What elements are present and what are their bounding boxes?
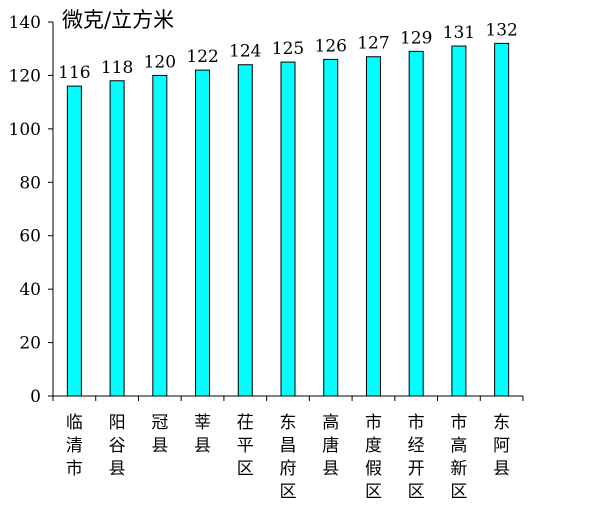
bar — [152, 74, 168, 397]
category-label: 市经开区 — [408, 413, 425, 502]
value-labels: 116 118 120 122 124 125 126 127 129 131 132 — [58, 20, 518, 83]
bar — [323, 58, 339, 397]
bar — [451, 45, 467, 397]
y-tick-label: 60 — [19, 227, 41, 247]
bar — [109, 80, 125, 397]
bar — [66, 85, 82, 397]
category-label: 茌平区 — [237, 413, 254, 479]
bar — [280, 61, 296, 397]
category-label: 东阿县 — [493, 413, 510, 479]
y-axis: 0 20 40 60 80 100 120 140 — [9, 13, 54, 407]
value-label: 132 — [485, 20, 517, 40]
value-label: 127 — [357, 34, 389, 54]
x-axis — [52, 395, 524, 401]
value-label: 131 — [443, 23, 475, 43]
bar — [195, 69, 211, 397]
bars — [66, 42, 510, 397]
y-tick-label: 120 — [9, 66, 41, 86]
value-label: 120 — [144, 52, 176, 72]
value-label: 129 — [400, 28, 432, 48]
y-tick-label: 0 — [30, 387, 41, 407]
category-label: 高唐县 — [322, 413, 339, 479]
category-label: 莘县 — [194, 413, 211, 456]
value-label: 126 — [315, 36, 347, 56]
category-label: 冠县 — [151, 413, 168, 456]
bar — [494, 42, 510, 397]
category-label: 东昌府区 — [280, 413, 297, 502]
value-label: 124 — [229, 42, 261, 62]
bar — [237, 64, 253, 397]
value-label: 125 — [272, 39, 304, 59]
category-label: 市高新区 — [450, 413, 467, 502]
bar — [365, 56, 381, 397]
value-label: 116 — [58, 63, 90, 83]
unit-label-group: 微克/立方米 — [62, 8, 174, 32]
value-label: 118 — [101, 58, 133, 78]
category-label: 临清市 — [66, 413, 83, 479]
category-label: 市度假区 — [365, 413, 382, 502]
y-tick-label: 20 — [19, 334, 41, 354]
y-tick-label: 40 — [19, 280, 41, 300]
category-label: 阳谷县 — [109, 413, 126, 479]
bar — [408, 50, 424, 397]
y-tick-label: 140 — [9, 13, 41, 33]
y-tick-label: 80 — [19, 173, 41, 193]
value-label: 122 — [186, 47, 218, 67]
unit-label: 微克/立方米 — [62, 8, 174, 32]
y-tick-label: 100 — [9, 120, 41, 140]
